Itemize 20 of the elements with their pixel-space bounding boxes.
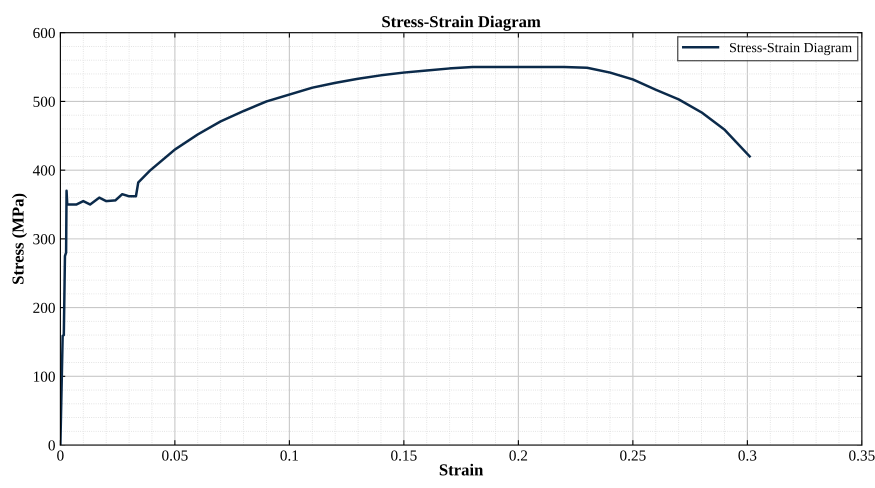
x-tick-label: 0.35 — [849, 450, 875, 461]
legend-label: Stress-Strain Diagram — [730, 42, 852, 56]
chart-title: Stress-Strain Diagram — [382, 16, 541, 31]
y-tick-label: 300 — [33, 234, 55, 244]
y-tick-label: 500 — [33, 96, 55, 107]
x-tick-label: 0.2 — [509, 450, 528, 461]
x-tick-label: 0.05 — [162, 450, 188, 461]
x-axis-title: Strain — [440, 464, 484, 476]
y-tick-label: 600 — [33, 28, 55, 38]
x-tick-label: 0.15 — [391, 450, 417, 461]
line-series — [60, 66, 751, 446]
x-tick-label: 0 — [57, 450, 64, 461]
y-tick-label: 100 — [34, 371, 55, 382]
y-axis-title: Stress (MPa) — [12, 194, 28, 284]
x-tick-label: 0.3 — [738, 450, 756, 461]
x-tick-label: 0.25 — [620, 450, 646, 461]
y-tick-label: 200 — [33, 302, 55, 314]
y-tick-label: 400 — [32, 165, 55, 176]
x-tick-label: 0.1 — [280, 450, 298, 461]
y-tick-label: 0 — [48, 440, 55, 451]
